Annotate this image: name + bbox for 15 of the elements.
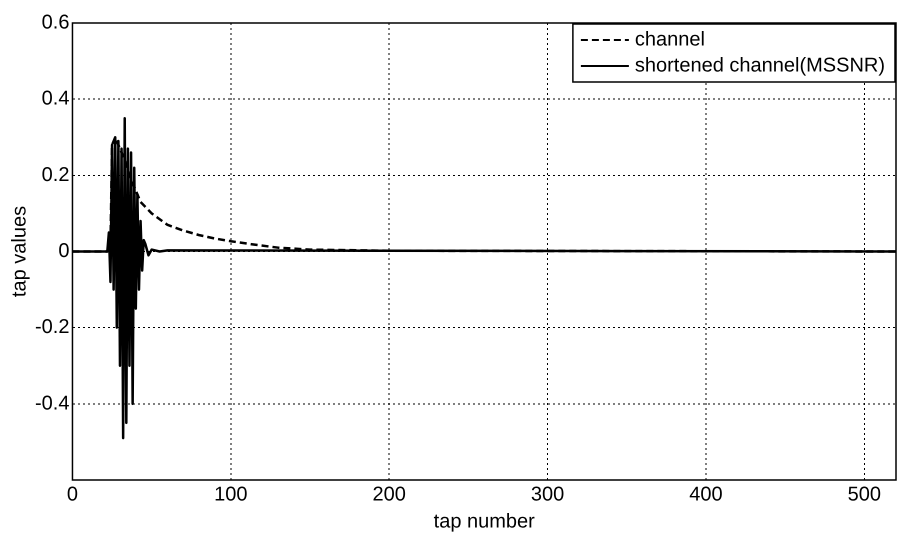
x-tick-label: 100 (214, 484, 248, 506)
x-tick-label: 500 (848, 484, 882, 506)
y-tick-label: 0.6 (42, 12, 70, 34)
y-tick-label: 0.2 (42, 164, 70, 186)
x-tick-label: 400 (689, 484, 723, 506)
y-tick-label: -0.2 (34, 316, 70, 338)
y-tick-label: -0.4 (34, 392, 70, 414)
y-tick-label: 0 (58, 240, 70, 262)
x-tick-label: 200 (372, 484, 406, 506)
legend-label: shortened channel(MSSNR) (634, 54, 886, 77)
y-tick-label: 0.4 (42, 88, 70, 110)
x-tick-label: 300 (530, 484, 564, 506)
y-axis-title: tap values (8, 206, 31, 298)
x-axis-title: tap number (434, 510, 536, 533)
legend-label: channel (634, 28, 705, 51)
